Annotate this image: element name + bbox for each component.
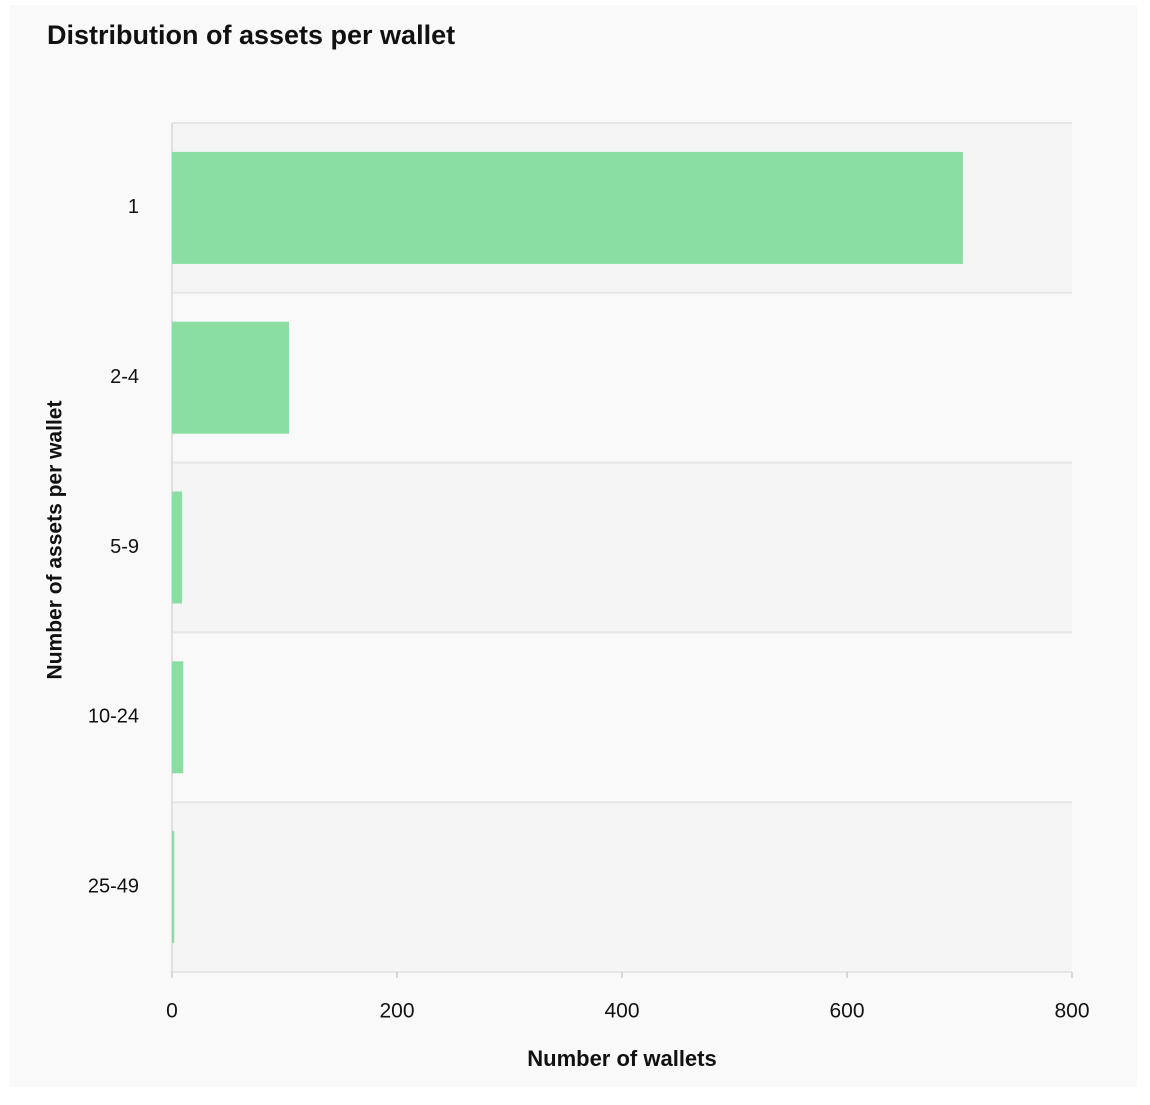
x-tick-label: 400 <box>604 1000 639 1023</box>
row-band <box>172 292 1072 463</box>
y-tick-label: 10-24 <box>88 706 139 728</box>
row-band <box>172 802 1072 972</box>
bar <box>172 661 184 774</box>
x-tick-label: 0 <box>166 1000 178 1023</box>
bar <box>172 491 183 604</box>
y-axis-label: Number of assets per wallet <box>44 401 67 680</box>
x-tick-label: 200 <box>379 1000 414 1023</box>
y-tick-label: 2-4 <box>110 366 139 388</box>
row-band <box>172 632 1072 803</box>
y-tick-label: 25-49 <box>88 875 139 897</box>
bar <box>172 831 175 944</box>
x-axis-label: Number of wallets <box>527 1046 716 1071</box>
x-tick-label: 800 <box>1054 1000 1089 1023</box>
row-band <box>172 462 1072 633</box>
x-tick-label: 600 <box>829 1000 864 1023</box>
y-tick-label: 1 <box>128 196 139 218</box>
chart-title: Distribution of assets per wallet <box>47 20 455 50</box>
bar <box>172 321 289 434</box>
y-tick-label: 5-9 <box>110 536 139 558</box>
bar <box>172 151 963 264</box>
